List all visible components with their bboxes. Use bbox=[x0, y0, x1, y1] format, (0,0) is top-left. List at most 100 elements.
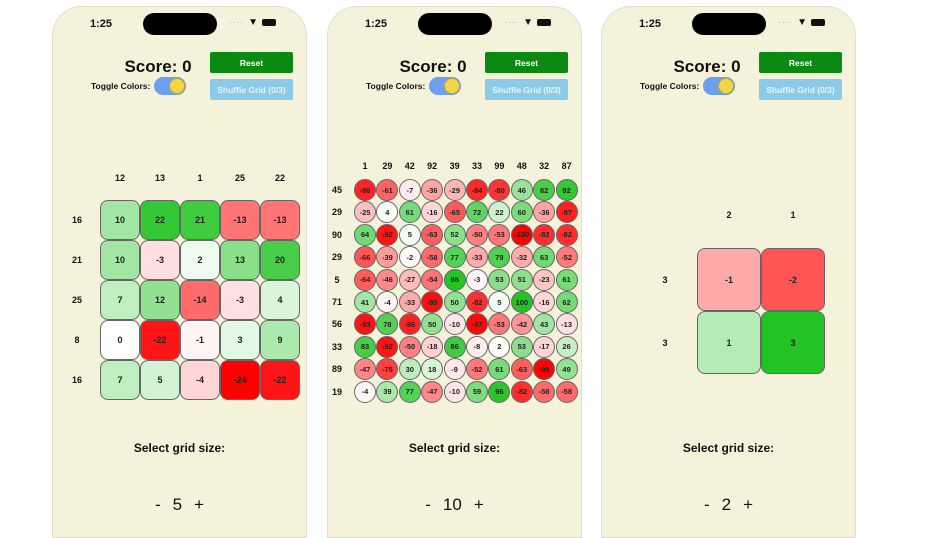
grid-cell[interactable]: -93 bbox=[354, 313, 376, 336]
grid-cell[interactable]: -1 bbox=[697, 248, 761, 311]
grid-cell[interactable]: -36 bbox=[421, 179, 444, 201]
grid-cell[interactable]: -10 bbox=[443, 380, 466, 403]
grid-cell[interactable]: 20 bbox=[260, 240, 300, 280]
grid-cell[interactable]: -2 bbox=[761, 248, 825, 311]
grid-cell[interactable]: 49 bbox=[555, 358, 578, 381]
grid-cell[interactable]: -17 bbox=[533, 335, 556, 358]
grid-cell[interactable]: 43 bbox=[533, 313, 556, 336]
grid-cell[interactable]: -39 bbox=[376, 246, 399, 269]
grid-cell[interactable]: -92 bbox=[376, 223, 399, 246]
grid-cell[interactable]: 5 bbox=[398, 223, 421, 246]
grid-cell[interactable]: 2 bbox=[180, 240, 220, 280]
grid-cell[interactable]: -86 bbox=[398, 313, 421, 336]
increase-button[interactable]: + bbox=[743, 495, 754, 514]
grid-cell[interactable]: 0 bbox=[100, 320, 140, 360]
grid-cell[interactable]: 3 bbox=[761, 311, 825, 374]
grid-cell[interactable]: -86 bbox=[354, 179, 376, 201]
grid-cell[interactable]: 53 bbox=[510, 335, 533, 358]
grid-cell[interactable]: 79 bbox=[488, 246, 511, 269]
grid-cell[interactable]: -58 bbox=[533, 380, 556, 403]
grid-cell[interactable]: -7 bbox=[398, 179, 421, 201]
grid-cell[interactable]: -66 bbox=[354, 246, 376, 269]
grid-cell[interactable]: -4 bbox=[354, 380, 376, 403]
grid-cell[interactable]: 4 bbox=[376, 201, 399, 224]
grid-cell[interactable]: 30 bbox=[398, 358, 421, 381]
grid-cell[interactable]: -63 bbox=[510, 358, 533, 381]
grid-cell[interactable]: 61 bbox=[398, 201, 421, 224]
shuffle-grid-button[interactable]: Shuffle Grid (0/3) bbox=[210, 79, 293, 100]
grid-cell[interactable]: 62 bbox=[555, 291, 578, 313]
grid-cell[interactable]: -82 bbox=[466, 291, 488, 313]
grid-cell[interactable]: -87 bbox=[555, 201, 578, 224]
shuffle-grid-button[interactable]: Shuffle Grid (0/3) bbox=[485, 79, 568, 100]
grid-cell[interactable]: -53 bbox=[488, 223, 511, 246]
grid-cell[interactable]: -33 bbox=[398, 291, 421, 313]
reset-button[interactable]: Reset bbox=[210, 52, 293, 73]
grid-cell[interactable]: 83 bbox=[354, 335, 376, 358]
grid-cell[interactable]: 18 bbox=[421, 358, 444, 381]
decrease-button[interactable]: - bbox=[154, 495, 161, 514]
grid-cell[interactable]: 7 bbox=[100, 360, 140, 400]
decrease-button[interactable]: - bbox=[703, 495, 710, 514]
grid-cell[interactable]: -58 bbox=[421, 246, 444, 269]
increase-button[interactable]: + bbox=[473, 495, 484, 514]
grid-cell[interactable]: 5 bbox=[140, 360, 180, 400]
grid-cell[interactable]: 41 bbox=[354, 291, 376, 313]
grid-cell[interactable]: 60 bbox=[510, 201, 533, 224]
decrease-button[interactable]: - bbox=[425, 495, 431, 514]
reset-button[interactable]: Reset bbox=[759, 52, 842, 73]
grid-cell[interactable]: 21 bbox=[180, 200, 220, 240]
grid-cell[interactable]: -50 bbox=[398, 335, 421, 358]
grid-cell[interactable]: -63 bbox=[421, 223, 444, 246]
grid-cell[interactable]: -61 bbox=[376, 179, 399, 201]
grid-cell[interactable]: 100 bbox=[510, 291, 533, 313]
grid-cell[interactable]: -53 bbox=[488, 313, 511, 336]
grid-cell[interactable]: -16 bbox=[533, 291, 556, 313]
grid-cell[interactable]: -13 bbox=[555, 313, 578, 336]
grid-cell[interactable]: 26 bbox=[555, 335, 578, 358]
grid-cell[interactable]: 59 bbox=[466, 380, 488, 403]
grid-cell[interactable]: -52 bbox=[466, 358, 488, 381]
grid-cell[interactable]: 72 bbox=[466, 201, 488, 224]
grid-cell[interactable]: 10 bbox=[100, 240, 140, 280]
grid-cell[interactable]: 61 bbox=[555, 268, 578, 291]
grid-cell[interactable]: -24 bbox=[220, 360, 260, 400]
grid-cell[interactable]: -3 bbox=[220, 280, 260, 320]
grid-cell[interactable]: -100 bbox=[510, 223, 533, 246]
grid-cell[interactable]: 92 bbox=[555, 179, 578, 201]
grid-cell[interactable]: -16 bbox=[421, 201, 444, 224]
grid-cell[interactable]: -65 bbox=[443, 201, 466, 224]
shuffle-grid-button[interactable]: Shuffle Grid (0/3) bbox=[759, 79, 842, 100]
grid-cell[interactable]: -22 bbox=[260, 360, 300, 400]
grid-cell[interactable]: -92 bbox=[376, 335, 399, 358]
grid-cell[interactable]: -82 bbox=[533, 223, 556, 246]
grid-cell[interactable]: -23 bbox=[533, 268, 556, 291]
grid-cell[interactable]: 77 bbox=[398, 380, 421, 403]
grid-cell[interactable]: 78 bbox=[376, 313, 399, 336]
increase-button[interactable]: + bbox=[194, 495, 205, 514]
grid-cell[interactable]: -13 bbox=[260, 200, 300, 240]
grid-cell[interactable]: 53 bbox=[488, 268, 511, 291]
toggle-colors-switch[interactable] bbox=[429, 77, 461, 95]
grid-cell[interactable]: 1 bbox=[697, 311, 761, 374]
grid-cell[interactable]: -82 bbox=[510, 380, 533, 403]
grid-cell[interactable]: -84 bbox=[466, 179, 488, 201]
grid-cell[interactable]: -50 bbox=[466, 223, 488, 246]
grid-cell[interactable]: -8 bbox=[466, 335, 488, 358]
grid-cell[interactable]: 2 bbox=[488, 335, 511, 358]
grid-cell[interactable]: -25 bbox=[354, 201, 376, 224]
grid-cell[interactable]: -9 bbox=[443, 358, 466, 381]
grid-cell[interactable]: -80 bbox=[488, 179, 511, 201]
grid-cell[interactable]: -10 bbox=[443, 313, 466, 336]
grid-cell[interactable]: -32 bbox=[510, 246, 533, 269]
grid-cell[interactable]: -64 bbox=[354, 268, 376, 291]
grid-cell[interactable]: -54 bbox=[421, 268, 444, 291]
grid-cell[interactable]: 86 bbox=[443, 335, 466, 358]
grid-cell[interactable]: -97 bbox=[466, 313, 488, 336]
grid-cell[interactable]: 96 bbox=[488, 380, 511, 403]
grid-cell[interactable]: 98 bbox=[443, 268, 466, 291]
grid-cell[interactable]: -82 bbox=[555, 223, 578, 246]
grid-cell[interactable]: 10 bbox=[100, 200, 140, 240]
grid-cell[interactable]: -75 bbox=[376, 358, 399, 381]
reset-button[interactable]: Reset bbox=[485, 52, 568, 73]
